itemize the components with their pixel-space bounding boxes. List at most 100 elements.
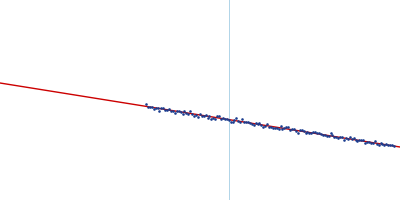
Point [274,126,280,129]
Point [356,139,362,142]
Point [345,138,351,141]
Point [298,129,305,132]
Point [343,136,349,139]
Point [368,141,374,144]
Point [150,107,157,110]
Point [206,114,213,117]
Point [308,132,314,135]
Point [291,128,297,131]
Point [160,107,166,110]
Point [222,118,228,121]
Point [320,133,326,136]
Point [197,112,203,115]
Point [364,140,370,143]
Point [389,143,395,146]
Point [195,116,201,119]
Point [166,108,172,111]
Point [348,137,355,141]
Point [237,120,244,124]
Point [312,130,318,133]
Point [256,121,263,125]
Point [372,139,378,142]
Point [174,109,180,112]
Point [189,112,195,115]
Point [354,139,361,142]
Point [358,138,364,141]
Point [352,139,359,142]
Point [283,125,290,129]
Point [227,120,234,124]
Point [179,112,186,116]
Point [366,140,372,144]
Point [329,134,336,137]
Point [370,142,376,145]
Point [289,128,295,131]
Point [200,115,207,118]
Point [279,127,286,130]
Point [341,138,347,141]
Point [158,106,164,109]
Point [252,122,259,125]
Point [326,134,332,137]
Point [198,114,205,117]
Point [220,116,226,119]
Point [164,108,170,112]
Point [148,105,155,108]
Point [204,117,211,120]
Point [193,113,199,116]
Point [248,122,255,125]
Point [276,127,282,131]
Point [241,120,247,123]
Point [270,126,276,130]
Point [306,132,313,135]
Point [287,128,293,131]
Point [260,126,266,129]
Point [147,105,153,109]
Point [176,110,182,113]
Point [216,114,222,118]
Point [162,109,168,112]
Point [339,136,345,139]
Point [262,124,268,127]
Point [170,109,176,113]
Point [333,136,340,139]
Point [379,142,386,146]
Point [154,107,161,110]
Point [272,127,278,130]
Point [277,124,284,128]
Point [268,126,274,129]
Point [178,110,184,113]
Point [145,106,151,109]
Point [324,134,330,138]
Point [224,117,230,120]
Point [285,126,292,129]
Point [316,132,322,135]
Point [346,136,353,139]
Point [377,142,384,145]
Point [183,111,190,114]
Point [350,136,357,139]
Point [383,142,390,145]
Point [239,118,245,121]
Point [191,114,197,117]
Point [212,117,218,120]
Point [295,131,301,134]
Point [327,132,334,135]
Point [374,142,380,145]
Point [331,135,338,139]
Point [304,131,311,134]
Point [376,143,382,146]
Point [233,117,240,120]
Point [391,144,397,147]
Point [210,116,216,120]
Point [302,131,309,135]
Point [314,131,320,135]
Point [185,112,192,115]
Point [202,113,209,116]
Point [187,109,194,113]
Point [152,106,159,109]
Point [208,118,214,121]
Point [229,121,236,124]
Point [172,111,178,114]
Point [296,129,303,132]
